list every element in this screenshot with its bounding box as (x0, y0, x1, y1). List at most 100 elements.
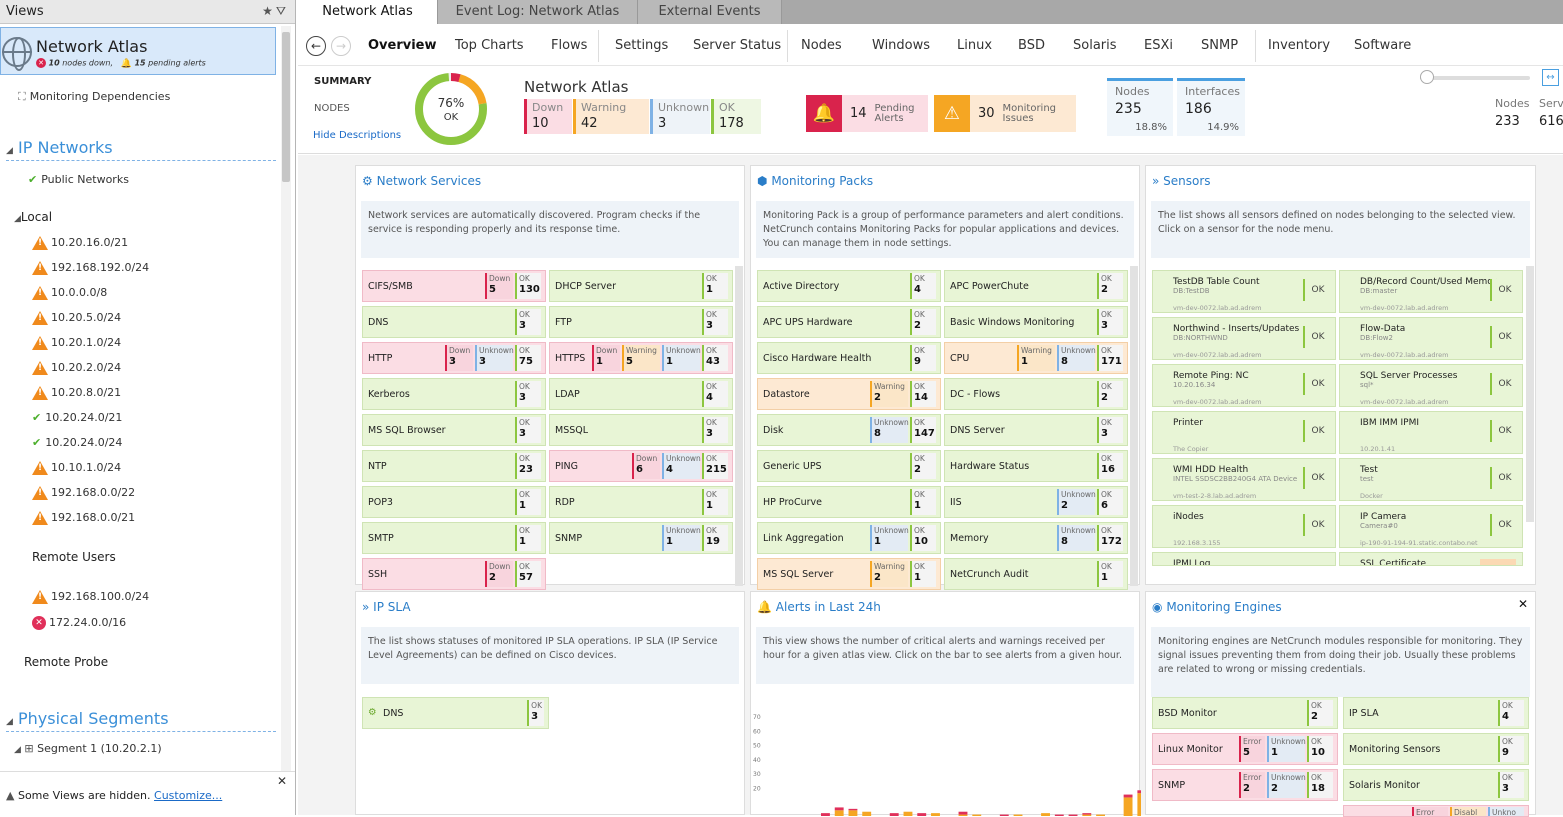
nav-esxi[interactable]: ESXi (1144, 38, 1173, 53)
sidebar-item-public-networks[interactable]: ✔ Public Networks (28, 173, 129, 186)
tile-linux-monitor[interactable]: Linux Monitor OK 10 Unknown 1 Error 5 (1152, 733, 1338, 765)
packs-scrollbar[interactable] (1130, 266, 1138, 586)
tile-memory[interactable]: Memory OK 172 Unknown 8 (944, 522, 1128, 554)
sensor-tile[interactable]: Flow-Data DB:Flow2 vm-dev-0072.lab.ad.adre… (1339, 317, 1523, 360)
sidebar-item-network[interactable]: 10.0.0.0/8 (32, 286, 107, 300)
sidebar-item-monitoring-dependencies[interactable]: ⛶ Monitoring Dependencies (18, 90, 171, 103)
alert-bar[interactable] (834, 810, 844, 816)
alert-bar[interactable] (1082, 813, 1092, 815)
nav-snmp[interactable]: SNMP (1201, 38, 1239, 53)
tile-ldap[interactable]: LDAP OK 4 (549, 378, 733, 410)
tile-netcrunch-audit[interactable]: NetCrunch Audit OK 1 (944, 558, 1128, 590)
stat-warning[interactable]: Warning 42 (573, 99, 649, 134)
tile-dns[interactable]: DNS OK 3 (362, 306, 546, 338)
sensor-tile[interactable]: Northwind - Inserts/Updates DB:NORTHWND vm… (1152, 317, 1336, 360)
nav-windows[interactable]: Windows (872, 38, 931, 53)
alert-bar[interactable] (958, 811, 968, 815)
tile-ssh[interactable]: SSH OK 57 Down 2 (362, 558, 546, 590)
close-icon[interactable]: ✕ (276, 774, 287, 788)
sensor-tile[interactable]: IP Camera Camera#0 ip-190-91-194-91.static… (1339, 505, 1523, 548)
nav-bsd[interactable]: BSD (1018, 38, 1045, 53)
tab-event-log[interactable]: Event Log: Network Atlas (438, 0, 638, 24)
tile-cifs-smb[interactable]: CIFS/SMB OK 130 Down 5 (362, 270, 546, 302)
sensor-tile[interactable]: SSL Certificate (1339, 552, 1523, 566)
tile-solaris-monitor[interactable]: Solaris Monitor OK 3 (1343, 769, 1529, 801)
sidebar-item-network[interactable]: 10.10.1.0/24 (32, 461, 121, 475)
tile-dhcp-server[interactable]: DHCP Server OK 1 (549, 270, 733, 302)
tile-mssql[interactable]: MSSQL OK 3 (549, 414, 733, 446)
section-ip-networks[interactable]: ◢ IP Networks (6, 138, 113, 157)
sidebar-item-network[interactable]: 10.20.2.0/24 (32, 361, 121, 375)
tile-hp-procurve[interactable]: HP ProCurve OK 1 (757, 486, 941, 518)
sensor-tile[interactable]: IPMI Log (1152, 552, 1336, 566)
alert-bar[interactable] (903, 811, 913, 816)
sidebar-item-segment-1[interactable]: ◢ ⊞ Segment 1 (10.20.2.1) (14, 742, 162, 755)
nav-top-charts[interactable]: Top Charts (455, 38, 524, 53)
expand-icon[interactable]: ↔ (1542, 69, 1559, 86)
tile-hardware-status[interactable]: Hardware Status OK 16 (944, 450, 1128, 482)
tile-cpu[interactable]: CPU OK 171 Unknown 8 Warning 1 (944, 342, 1128, 374)
alerts-chart[interactable]: 70 60 50 40 30 20 (751, 712, 1141, 816)
tile-dns-server[interactable]: DNS Server OK 3 (944, 414, 1128, 446)
forward-button[interactable]: → (331, 36, 351, 56)
filter-icon[interactable]: ⛛ (275, 4, 289, 18)
sidebar-scrollbar[interactable] (281, 26, 291, 771)
nodes-donut[interactable]: 76% OK (414, 72, 488, 146)
tile-ms-sql-server[interactable]: MS SQL Server OK 1 Warning 2 (757, 558, 941, 590)
tile-ping[interactable]: PING OK 215 Unknown 4 Down 6 (549, 450, 733, 482)
sidebar-item-network[interactable]: 192.168.100.0/24 (32, 590, 149, 604)
alert-bar[interactable] (862, 811, 872, 816)
back-button[interactable]: ← (306, 36, 326, 56)
tile-kerberos[interactable]: Kerberos OK 3 (362, 378, 546, 410)
customize-link[interactable]: Customize... (154, 789, 223, 802)
pending-alerts-box[interactable]: 🔔 14 Pending Alerts (806, 95, 928, 132)
sidebar-group-remote-probe[interactable]: Remote Probe (24, 655, 109, 669)
sidebar-item-network[interactable]: 10.20.16.0/21 (32, 236, 128, 250)
tile-active-directory[interactable]: Active Directory OK 4 (757, 270, 941, 302)
stat-ok[interactable]: OK 178 (711, 99, 761, 134)
tile-apc-powerchute[interactable]: APC PowerChute OK 2 (944, 270, 1128, 302)
services-scrollbar[interactable] (735, 266, 743, 586)
sidebar-item-network[interactable]: 10.20.8.0/21 (32, 386, 121, 400)
sensor-tile[interactable]: WMI HDD Health INTEL SSDSC2BB240G4 ATA De… (1152, 458, 1336, 501)
sidebar-item-network[interactable]: 192.168.192.0/24 (32, 261, 149, 275)
tile-ntp[interactable]: NTP OK 23 (362, 450, 546, 482)
tile-dc-flows[interactable]: DC - Flows OK 2 (944, 378, 1128, 410)
sidebar-group-remote-users[interactable]: Remote Users (32, 550, 116, 564)
tile-rdp[interactable]: RDP OK 1 (549, 486, 733, 518)
tile-pop3[interactable]: POP3 OK 1 (362, 486, 546, 518)
nav-overview[interactable]: Overview (368, 38, 437, 53)
interfaces-block[interactable]: Interfaces 186 14.9% (1177, 78, 1245, 136)
sensor-tile[interactable]: Printer The Copier OK (1152, 411, 1336, 454)
sidebar-item-network[interactable]: ✔ 10.20.24.0/21 (32, 411, 123, 424)
sidebar-item-network[interactable]: ✕ 172.24.0.0/16 (32, 616, 126, 630)
sidebar-item-network-atlas[interactable]: Network Atlas ✕ 10 nodes down, 🔔 15 pend… (0, 27, 276, 75)
nav-settings[interactable]: Settings (615, 38, 669, 53)
tile-snmp[interactable]: SNMP OK 19 Unknown 1 (549, 522, 733, 554)
tile-smtp[interactable]: SMTP OK 1 (362, 522, 546, 554)
sensor-tile[interactable]: Test test Docker OK (1339, 458, 1523, 501)
nav-inventory[interactable]: Inventory (1268, 38, 1331, 53)
sensors-scrollbar[interactable] (1526, 266, 1534, 522)
sidebar-item-network[interactable]: 10.20.1.0/24 (32, 336, 121, 350)
nodes-block[interactable]: Nodes 235 18.8% (1107, 78, 1173, 136)
sidebar-group-local[interactable]: ◢Local (14, 210, 53, 224)
zoom-slider[interactable] (1420, 76, 1530, 80)
tile-monitoring-sensors[interactable]: Monitoring Sensors OK 9 (1343, 733, 1529, 765)
section-physical-segments[interactable]: ◢ Physical Segments (6, 709, 169, 728)
tile-cisco-hardware-health[interactable]: Cisco Hardware Health OK 9 (757, 342, 941, 374)
sensor-tile[interactable]: Remote Ping: NC 10.20.16.34 vm-dev-0072.la… (1152, 364, 1336, 407)
sidebar-item-network[interactable]: 192.168.0.0/22 (32, 486, 135, 500)
tile-link-aggregation[interactable]: Link Aggregation OK 10 Unknown 1 (757, 522, 941, 554)
tile-disk[interactable]: Disk OK 147 Unknown 8 (757, 414, 941, 446)
tile-basic-windows-monitoring[interactable]: Basic Windows Monitoring OK 3 (944, 306, 1128, 338)
sidebar-item-network[interactable]: 10.20.5.0/24 (32, 311, 121, 325)
stat-unknown[interactable]: Unknown 3 (650, 99, 710, 134)
hide-descriptions-link[interactable]: Hide Descriptions (313, 130, 402, 141)
tab-external-events[interactable]: External Events (638, 0, 782, 24)
alert-bar[interactable] (1123, 794, 1133, 798)
tile-iis[interactable]: IIS OK 6 Unknown 2 (944, 486, 1128, 518)
alert-bar[interactable] (1137, 790, 1141, 794)
sensor-tile[interactable]: SQL Server Processes sql* vm-dev-0072.lab.… (1339, 364, 1523, 407)
sidebar-scroll-thumb[interactable] (282, 32, 290, 182)
